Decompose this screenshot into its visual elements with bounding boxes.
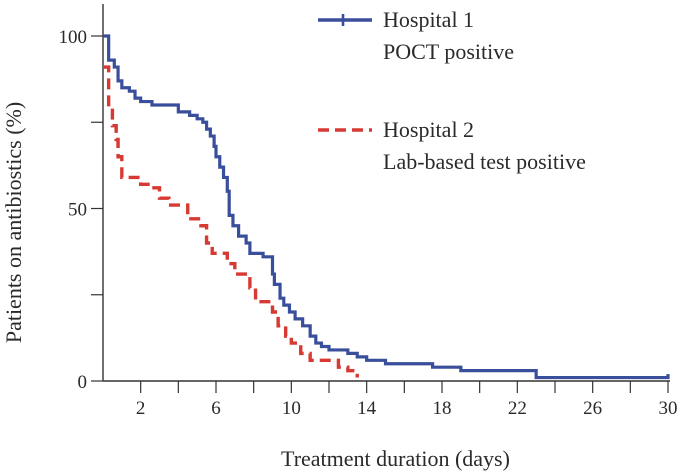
legend-sublabel-2: Lab-based test positive xyxy=(383,149,586,174)
x-tick-label: 6 xyxy=(211,398,221,419)
legend-label-1: Hospital 1 xyxy=(383,7,474,32)
x-tick-label: 18 xyxy=(433,398,452,419)
x-tick-label: 22 xyxy=(508,398,527,419)
series-line-1 xyxy=(103,34,670,380)
x-tick-label: 30 xyxy=(659,398,678,419)
x-tick-label: 26 xyxy=(583,398,602,419)
legend-label-2: Hospital 2 xyxy=(383,117,474,142)
legend: Hospital 1 POCT positive Hospital 2 Lab-bas… xyxy=(318,7,586,174)
y-tick-label: 50 xyxy=(68,200,87,221)
y-tick-label: 100 xyxy=(59,27,88,48)
x-tick-label: 10 xyxy=(282,398,301,419)
series-line-2 xyxy=(103,65,359,378)
y-axis-title: Patients on antibiostics (%) xyxy=(1,102,26,343)
x-tick-label: 14 xyxy=(357,398,377,419)
y-tick-label: 0 xyxy=(78,372,88,393)
x-axis-title: Treatment duration (days) xyxy=(281,446,510,471)
x-tick-label: 2 xyxy=(136,398,146,419)
legend-sublabel-1: POCT positive xyxy=(383,39,514,64)
series-layer xyxy=(103,34,670,380)
